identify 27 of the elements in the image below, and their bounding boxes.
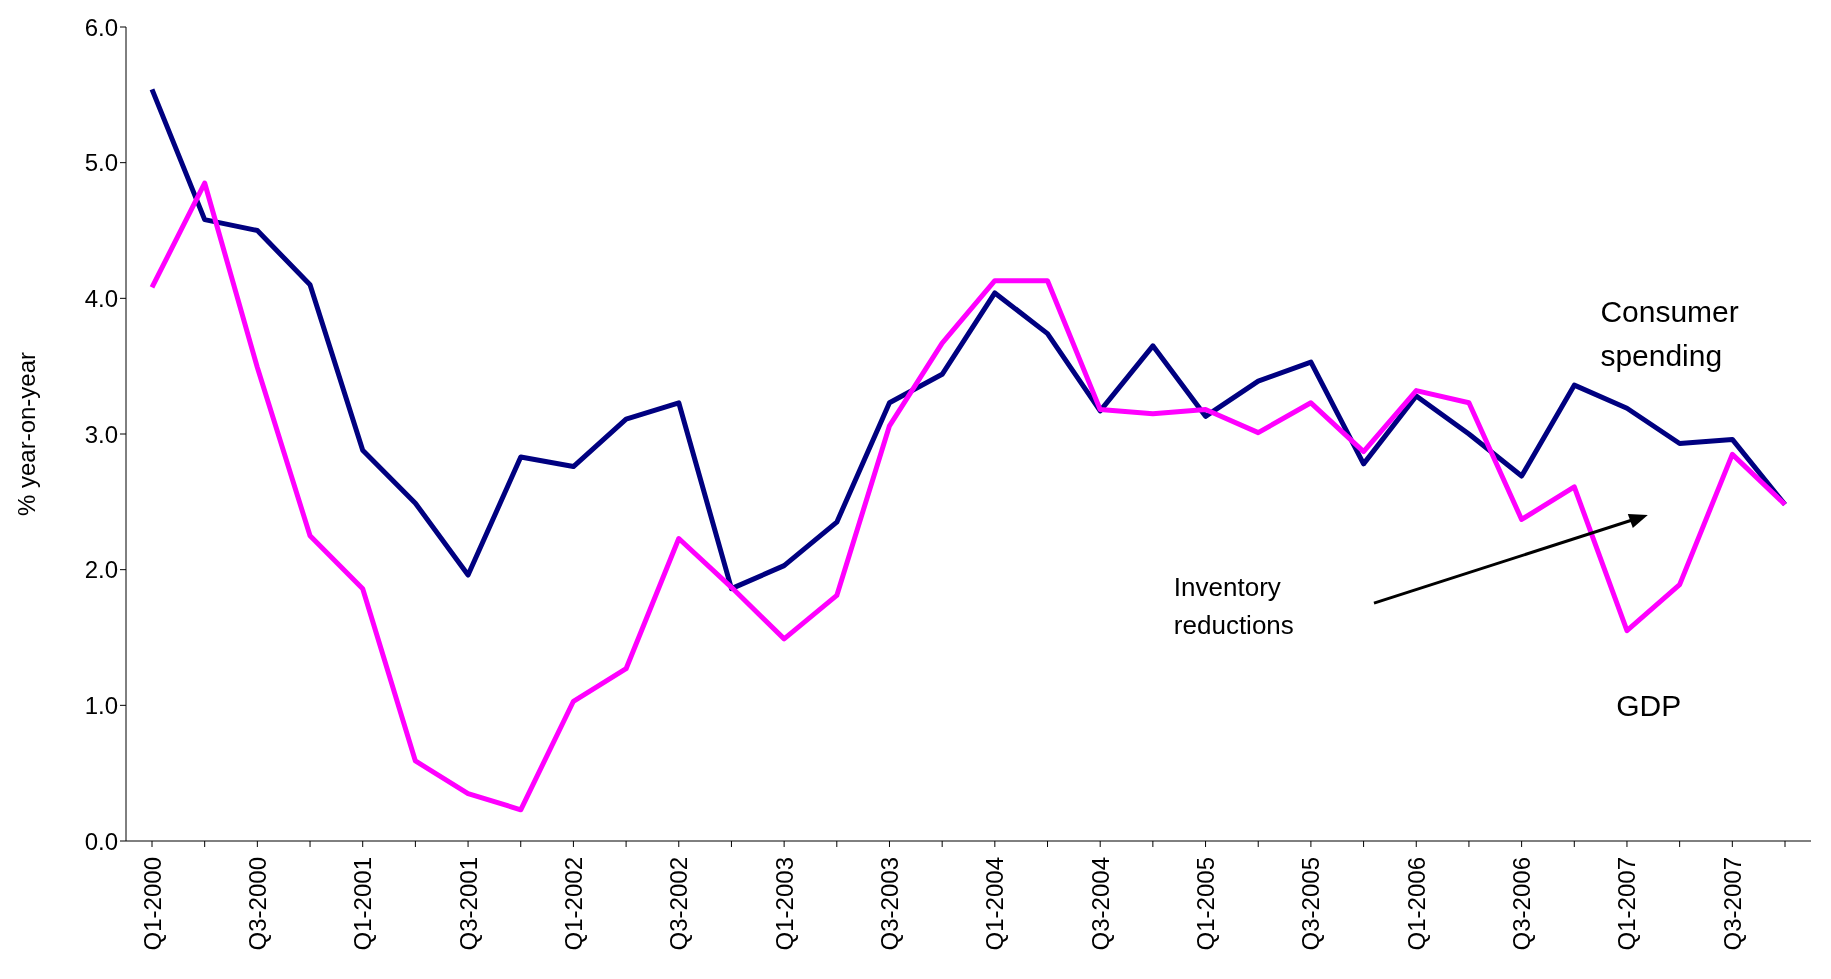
x-tick-label: Q3-2006 bbox=[1508, 857, 1536, 951]
x-tick-label: Q1-2003 bbox=[770, 857, 798, 951]
x-tick-label: Q1-2004 bbox=[981, 857, 1009, 951]
x-tick-label: Q3-2002 bbox=[665, 857, 693, 951]
y-tick-label: 5.0 bbox=[84, 149, 118, 177]
x-tick-label: Q1-2005 bbox=[1192, 857, 1220, 951]
y-tick-label: 1.0 bbox=[84, 691, 118, 719]
x-tick-label: Q3-2007 bbox=[1718, 857, 1746, 951]
y-tick-label: 4.0 bbox=[84, 284, 118, 312]
x-tick-label: Q3-2005 bbox=[1297, 857, 1325, 951]
series-label: Consumer spending bbox=[1600, 294, 1740, 375]
y-tick-label: 6.0 bbox=[84, 13, 118, 41]
x-tick-label: Q3-2000 bbox=[243, 857, 271, 951]
y-tick-label: 3.0 bbox=[84, 420, 118, 448]
y-axis-title: % year-on-year bbox=[12, 351, 40, 517]
annotation: Inventory reductions bbox=[1173, 571, 1295, 643]
x-tick-label: Q1-2000 bbox=[138, 857, 166, 951]
series-label: GDP bbox=[1616, 687, 1683, 724]
x-tick-label: Q1-2006 bbox=[1402, 857, 1430, 951]
x-tick-label: Q1-2001 bbox=[349, 857, 377, 951]
x-tick-label: Q3-2001 bbox=[454, 857, 482, 951]
y-tick-label: 2.0 bbox=[84, 556, 118, 584]
x-tick-label: Q1-2002 bbox=[559, 857, 587, 951]
y-tick-label: 0.0 bbox=[84, 827, 118, 855]
x-tick-label: Q1-2007 bbox=[1613, 857, 1641, 951]
x-tick-label: Q3-2003 bbox=[875, 857, 903, 951]
x-tick-label: Q3-2004 bbox=[1086, 857, 1114, 951]
